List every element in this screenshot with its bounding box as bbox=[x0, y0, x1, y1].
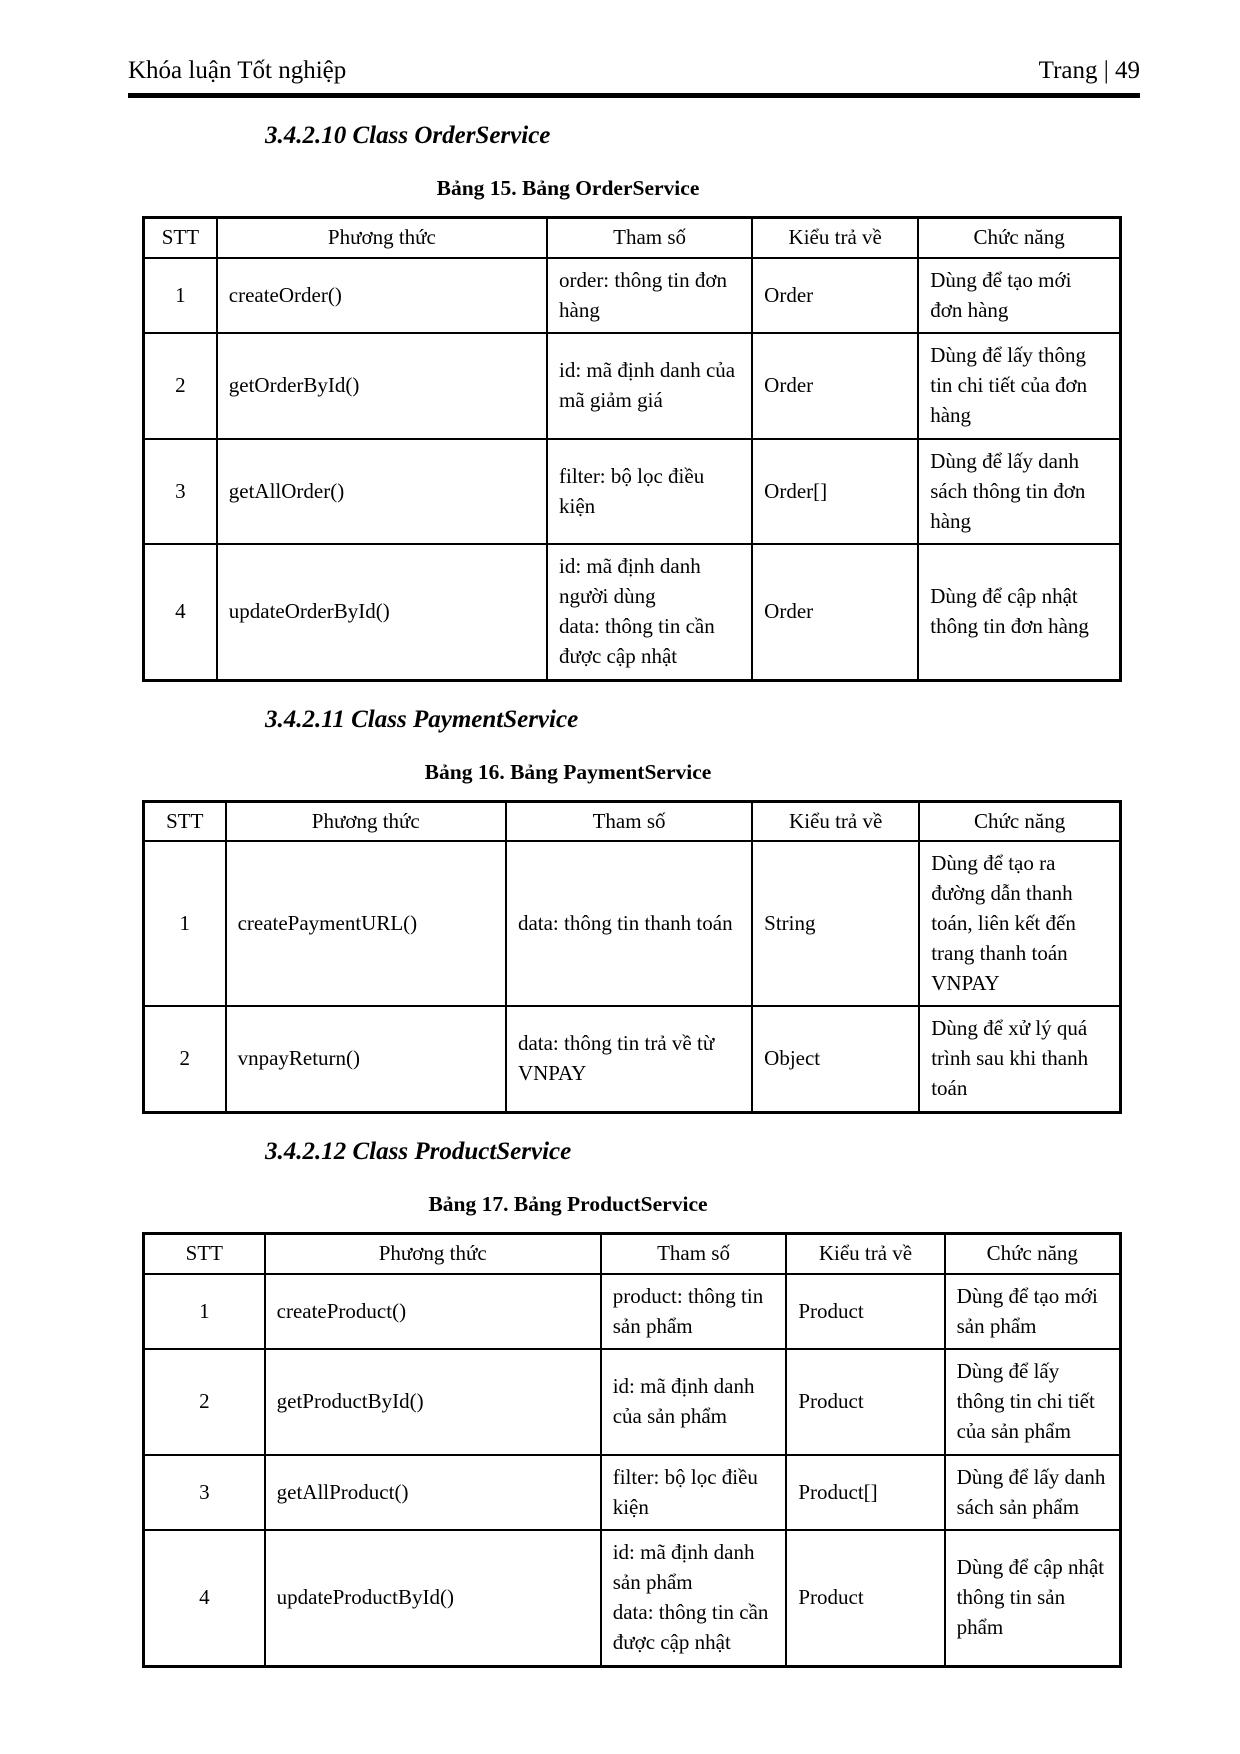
table-row: 1 createPaymentURL() data: thông tin thanh… bbox=[142, 840, 1122, 1008]
table-row: 4 updateProductById() id: mã định danh sản… bbox=[142, 1529, 1122, 1668]
column-header: Chức năng bbox=[918, 800, 1122, 843]
column-header: Tham số bbox=[599, 1232, 788, 1275]
table-row: 2 getProductById() id: mã định danh của sả… bbox=[142, 1348, 1122, 1456]
cell-method: vnpayReturn() bbox=[224, 1005, 507, 1114]
page-header-title: Khóa luận Tốt nghiệp bbox=[128, 57, 347, 84]
cell-method: getAllProduct() bbox=[263, 1453, 602, 1532]
service-table: STT Phương thức Tham số Kiểu trả về Chức năn… bbox=[142, 1231, 1122, 1668]
section-heading: 3.4.2.12 Class ProductService bbox=[265, 1137, 572, 1165]
cell-method: createOrder() bbox=[215, 256, 549, 335]
table-caption: Bảng 15. Bảng OrderService bbox=[436, 176, 700, 200]
table-row: 2 getOrderById() id: mã định danh của mã g… bbox=[142, 332, 1122, 440]
table-caption: Bảng 16. Bảng PaymentService bbox=[424, 759, 712, 784]
table-row: 3 getAllOrder() filter: bộ lọc điều kiện Or… bbox=[142, 437, 1122, 546]
cell-stt: 3 bbox=[142, 437, 218, 546]
cell-function: Dùng để cập nhật thông tin sản phẩm bbox=[943, 1529, 1122, 1668]
section-heading: 3.4.2.11 Class PaymentService bbox=[265, 705, 579, 733]
cell-method: getAllOrder() bbox=[215, 437, 549, 546]
cell-param: filter: bộ lọc điều kiện bbox=[599, 1453, 788, 1532]
page-header: Khóa luận Tốt nghiệp Trang | 49 bbox=[128, 56, 1140, 98]
cell-function: Dùng để lấy thông tin chi tiết của sản p… bbox=[943, 1348, 1122, 1456]
cell-param: filter: bộ lọc điều kiện bbox=[545, 437, 754, 546]
document-page: Khóa luận Tốt nghiệp Trang | 49 3.4.2.10… bbox=[128, 56, 1140, 1668]
column-header: STT bbox=[142, 1232, 266, 1275]
caption-box: Bảng 16. Bảng PaymentService bbox=[128, 760, 1008, 785]
cell-return: String bbox=[751, 840, 921, 1008]
table-row: 1 createProduct() product: thông tin sản p… bbox=[142, 1272, 1122, 1351]
caption-box: Bảng 15. Bảng OrderService bbox=[128, 176, 1008, 201]
cell-function: Dùng để lấy danh sách thông tin đơn hàng bbox=[917, 437, 1122, 546]
cell-function: Dùng để cập nhật thông tin đơn hàng bbox=[917, 543, 1122, 682]
column-header: STT bbox=[142, 216, 218, 259]
cell-stt: 1 bbox=[142, 840, 227, 1008]
column-header: Tham số bbox=[504, 800, 754, 843]
cell-return: Product bbox=[785, 1529, 946, 1668]
table-row: 4 updateOrderById() id: mã định danh người… bbox=[142, 543, 1122, 682]
column-header: Kiểu trả về bbox=[785, 1232, 946, 1275]
cell-param: id: mã định danh sản phẩm data: thông ti… bbox=[599, 1529, 788, 1668]
service-table: STT Phương thức Tham số Kiểu trả về Chức năn… bbox=[142, 799, 1122, 1114]
cell-return: Order bbox=[751, 332, 920, 440]
column-header: Kiểu trả về bbox=[751, 216, 920, 259]
cell-stt: 4 bbox=[142, 543, 218, 682]
cell-method: createProduct() bbox=[263, 1272, 602, 1351]
column-header: STT bbox=[142, 800, 227, 843]
table-row: 1 createOrder() order: thông tin đơn hàng O… bbox=[142, 256, 1122, 335]
cell-function: Dùng để lấy danh sách sản phẩm bbox=[943, 1453, 1122, 1532]
cell-return: Product bbox=[785, 1348, 946, 1456]
cell-return: Product[] bbox=[785, 1453, 946, 1532]
cell-method: createPaymentURL() bbox=[224, 840, 507, 1008]
cell-param: data: thông tin trả về từ VNPAY bbox=[504, 1005, 754, 1114]
column-header: Phương thức bbox=[224, 800, 507, 843]
column-header: Chức năng bbox=[917, 216, 1122, 259]
cell-param: id: mã định danh của mã giảm giá bbox=[545, 332, 754, 440]
cell-stt: 1 bbox=[142, 1272, 266, 1351]
column-header: Tham số bbox=[545, 216, 754, 259]
table-header-row: STT Phương thức Tham số Kiểu trả về Chức năn… bbox=[142, 216, 1122, 259]
cell-function: Dùng để tạo mới sản phẩm bbox=[943, 1272, 1122, 1351]
sections: 3.4.2.10 Class OrderService Bảng 15. Bảng… bbox=[128, 122, 1140, 1668]
cell-stt: 1 bbox=[142, 256, 218, 335]
section-heading: 3.4.2.10 Class OrderService bbox=[265, 122, 551, 149]
cell-stt: 2 bbox=[142, 1005, 227, 1114]
column-header: Phương thức bbox=[215, 216, 549, 259]
cell-return: Order[] bbox=[751, 437, 920, 546]
cell-return: Product bbox=[785, 1272, 946, 1351]
cell-method: updateProductById() bbox=[263, 1529, 602, 1668]
table-caption: Bảng 17. Bảng ProductService bbox=[428, 1191, 708, 1216]
cell-function: Dùng để tạo ra đường dẫn thanh toán, liê… bbox=[918, 840, 1122, 1008]
cell-method: getProductById() bbox=[263, 1348, 602, 1456]
cell-return: Order bbox=[751, 256, 920, 335]
page-number-label: Trang | 49 bbox=[1038, 57, 1140, 84]
table-header-row: STT Phương thức Tham số Kiểu trả về Chức năn… bbox=[142, 1232, 1122, 1275]
column-header: Chức năng bbox=[943, 1232, 1122, 1275]
column-header: Phương thức bbox=[263, 1232, 602, 1275]
cell-method: updateOrderById() bbox=[215, 543, 549, 682]
column-header: Kiểu trả về bbox=[751, 800, 921, 843]
cell-return: Object bbox=[751, 1005, 921, 1114]
cell-param: order: thông tin đơn hàng bbox=[545, 256, 754, 335]
service-table: STT Phương thức Tham số Kiểu trả về Chức năn… bbox=[142, 216, 1122, 682]
cell-stt: 2 bbox=[142, 332, 218, 440]
cell-stt: 4 bbox=[142, 1529, 266, 1668]
cell-function: Dùng để tạo mới đơn hàng bbox=[917, 256, 1122, 335]
cell-function: Dùng để xử lý quá trình sau khi thanh to… bbox=[918, 1005, 1122, 1114]
cell-param: id: mã định danh của sản phẩm bbox=[599, 1348, 788, 1456]
cell-function: Dùng để lấy thông tin chi tiết của đơn h… bbox=[917, 332, 1122, 440]
caption-box: Bảng 17. Bảng ProductService bbox=[128, 1192, 1008, 1217]
cell-param: id: mã định danh người dùng data: thông … bbox=[545, 543, 754, 682]
cell-param: product: thông tin sản phẩm bbox=[599, 1272, 788, 1351]
table-row: 3 getAllProduct() filter: bộ lọc điều kiện… bbox=[142, 1453, 1122, 1532]
cell-stt: 2 bbox=[142, 1348, 266, 1456]
table-row: 2 vnpayReturn() data: thông tin trả về từ … bbox=[142, 1005, 1122, 1114]
cell-return: Order bbox=[751, 543, 920, 682]
table-header-row: STT Phương thức Tham số Kiểu trả về Chức năn… bbox=[142, 800, 1122, 843]
cell-method: getOrderById() bbox=[215, 332, 549, 440]
cell-param: data: thông tin thanh toán bbox=[504, 840, 754, 1008]
cell-stt: 3 bbox=[142, 1453, 266, 1532]
